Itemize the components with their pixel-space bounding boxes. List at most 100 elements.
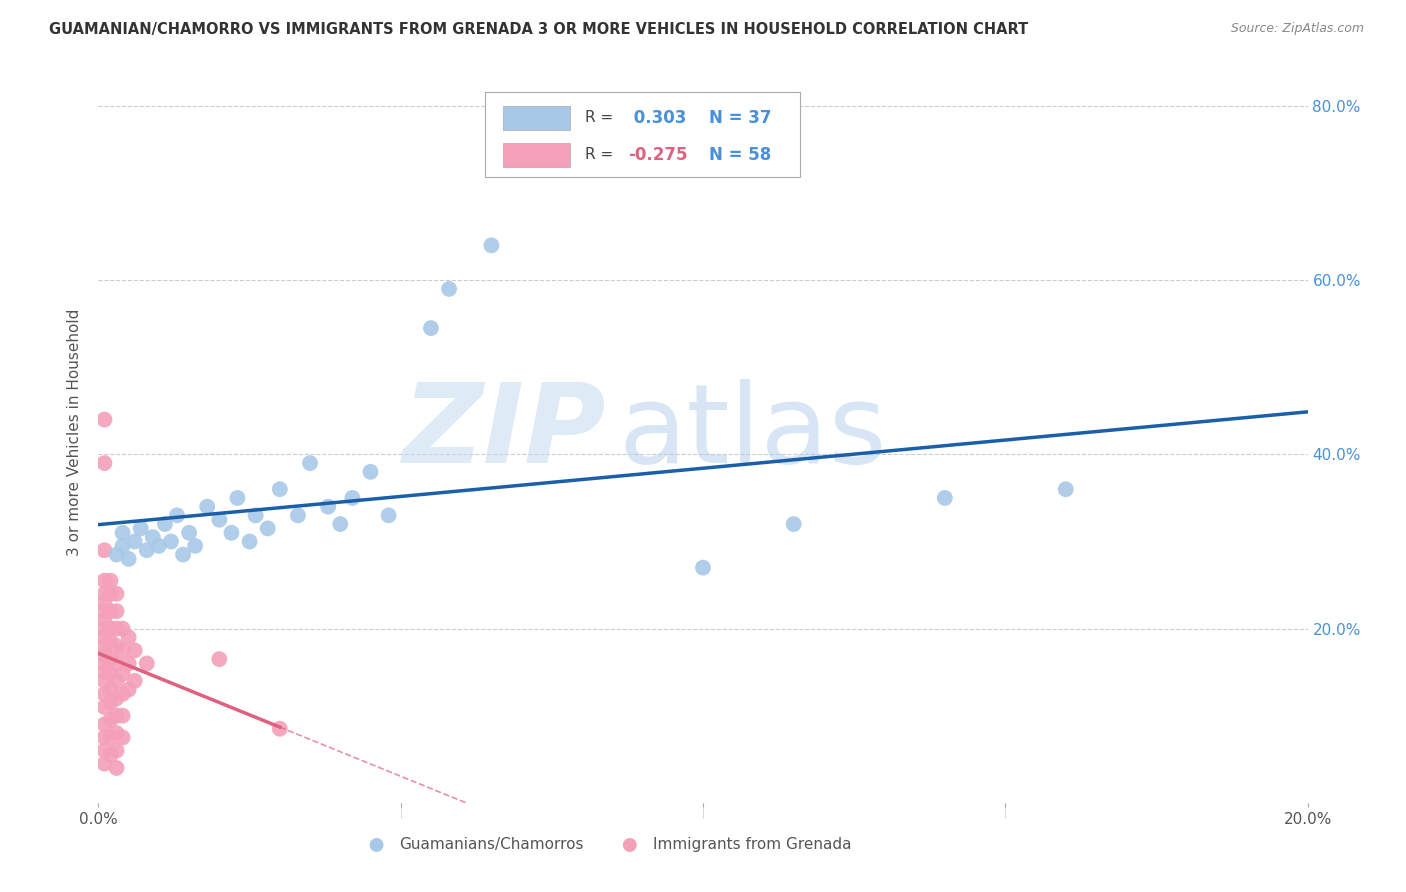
Point <box>934 491 956 505</box>
Point <box>105 622 128 636</box>
Point <box>100 574 122 588</box>
Point <box>342 491 364 505</box>
Point <box>287 508 309 523</box>
Y-axis label: 3 or more Vehicles in Household: 3 or more Vehicles in Household <box>67 309 83 557</box>
Point <box>135 657 157 671</box>
Point <box>124 673 146 688</box>
Point <box>100 634 122 648</box>
Point <box>142 530 165 544</box>
Point <box>129 521 152 535</box>
Point <box>100 666 122 681</box>
Text: 0.303: 0.303 <box>628 109 686 127</box>
Point <box>93 756 115 771</box>
Point <box>783 517 806 532</box>
Text: -0.275: -0.275 <box>628 146 688 164</box>
Point <box>93 731 115 745</box>
Point <box>360 465 382 479</box>
Point <box>481 238 503 252</box>
Point <box>437 282 460 296</box>
Point <box>93 648 115 662</box>
Point <box>93 665 115 680</box>
Point <box>153 517 176 532</box>
Point <box>111 666 134 681</box>
Point <box>93 717 115 731</box>
Point <box>111 622 134 636</box>
Point <box>93 622 115 636</box>
Point <box>377 508 399 523</box>
Point <box>172 548 194 562</box>
Point <box>195 500 218 514</box>
Point <box>124 534 146 549</box>
Point <box>118 682 141 697</box>
Point <box>1054 482 1077 496</box>
Text: R =: R = <box>585 111 613 126</box>
Point <box>105 743 128 757</box>
Point <box>105 587 128 601</box>
Point <box>105 639 128 653</box>
Point <box>100 713 122 727</box>
Point <box>226 491 249 505</box>
Legend: Guamanians/Chamorros, Immigrants from Grenada: Guamanians/Chamorros, Immigrants from Gr… <box>356 830 858 858</box>
Point <box>93 673 115 688</box>
Point <box>111 643 134 657</box>
Point <box>93 574 115 588</box>
Point <box>93 743 115 757</box>
Point <box>100 747 122 762</box>
Point <box>316 500 339 514</box>
Point <box>93 613 115 627</box>
Point <box>269 722 291 736</box>
Point <box>239 534 262 549</box>
Point <box>93 456 115 470</box>
Point <box>105 604 128 618</box>
Point <box>100 682 122 697</box>
Point <box>179 525 201 540</box>
Point <box>100 652 122 666</box>
Point <box>208 652 231 666</box>
Point <box>269 482 291 496</box>
Point <box>692 560 714 574</box>
Point <box>208 513 231 527</box>
Point <box>111 708 134 723</box>
Point <box>93 587 115 601</box>
Point <box>93 630 115 644</box>
FancyBboxPatch shape <box>503 143 569 167</box>
Point <box>111 525 134 540</box>
Point <box>93 595 115 609</box>
Point <box>184 539 207 553</box>
Point <box>111 539 134 553</box>
Point <box>105 657 128 671</box>
Text: N = 58: N = 58 <box>709 146 772 164</box>
Point <box>105 673 128 688</box>
Point <box>93 639 115 653</box>
Point <box>124 643 146 657</box>
Point <box>111 731 134 745</box>
Text: Source: ZipAtlas.com: Source: ZipAtlas.com <box>1230 22 1364 36</box>
Point <box>93 412 115 426</box>
Point <box>93 657 115 671</box>
Point <box>93 543 115 558</box>
Point <box>111 687 134 701</box>
Point <box>160 534 183 549</box>
Point <box>118 657 141 671</box>
Point <box>100 731 122 745</box>
FancyBboxPatch shape <box>503 106 569 130</box>
Point <box>105 708 128 723</box>
Point <box>256 521 278 535</box>
Point <box>93 687 115 701</box>
Point <box>105 548 128 562</box>
Text: GUAMANIAN/CHAMORRO VS IMMIGRANTS FROM GRENADA 3 OR MORE VEHICLES IN HOUSEHOLD CO: GUAMANIAN/CHAMORRO VS IMMIGRANTS FROM GR… <box>49 22 1028 37</box>
Point <box>420 321 443 335</box>
Point <box>93 604 115 618</box>
Point <box>299 456 322 470</box>
Point <box>100 604 122 618</box>
Text: N = 37: N = 37 <box>709 109 772 127</box>
Point <box>135 543 157 558</box>
Point <box>100 587 122 601</box>
Text: ZIP: ZIP <box>402 379 606 486</box>
Text: R =: R = <box>585 147 613 162</box>
Point <box>148 539 170 553</box>
Point <box>93 700 115 714</box>
Point <box>100 622 122 636</box>
Point <box>100 696 122 710</box>
Point <box>166 508 188 523</box>
